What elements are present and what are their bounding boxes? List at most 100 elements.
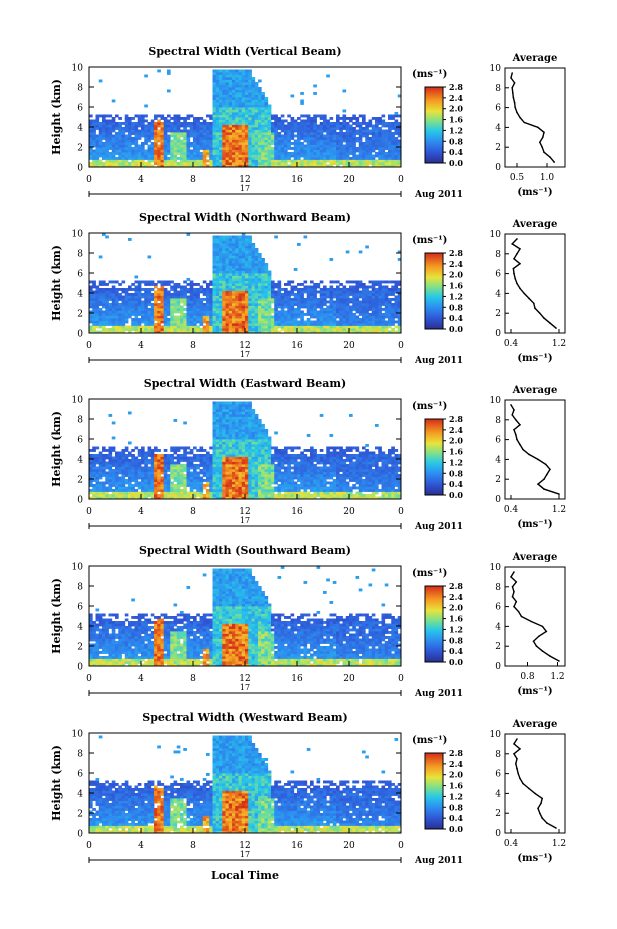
- heatmap-cell: [339, 159, 343, 163]
- heatmap-cell: [384, 313, 389, 316]
- heatmap-cell: [300, 99, 304, 103]
- heatmap-cell: [98, 308, 103, 311]
- heatmap-cell: [345, 320, 350, 324]
- heatmap-cell: [134, 295, 139, 299]
- heatmap-cell: [329, 164, 334, 168]
- heatmap-cell: [202, 318, 207, 321]
- heatmap-cell: [215, 268, 220, 271]
- heatmap-cell: [92, 313, 96, 316]
- panel-title: Spectral Width (Vertical Beam): [148, 45, 341, 58]
- heatmap-cell: [345, 162, 350, 165]
- heatmap-cell: [245, 69, 249, 73]
- heatmap-cell: [274, 124, 278, 128]
- heatmap-cell: [115, 157, 119, 160]
- heatmap-cell: [180, 310, 184, 314]
- colorbar-tick-label: 0.0: [449, 158, 463, 168]
- heatmap-cell: [303, 162, 308, 165]
- heatmap-cell: [170, 300, 174, 304]
- heatmap-cell: [352, 320, 356, 324]
- heatmap-cell: [254, 328, 259, 331]
- heatmap-cell: [154, 149, 158, 153]
- heatmap-cell: [209, 122, 213, 125]
- heatmap-cell: [180, 295, 184, 299]
- heatmap-cell: [241, 122, 246, 125]
- heatmap-cell: [358, 162, 363, 165]
- heatmap-cell: [219, 300, 223, 304]
- heatmap-cell: [170, 474, 174, 477]
- heatmap-cell: [131, 449, 135, 452]
- heatmap-cell: [196, 122, 200, 125]
- heatmap-cell: [375, 295, 379, 299]
- heatmap-cell: [141, 152, 145, 155]
- heatmap-cell: [163, 454, 168, 457]
- heatmap-cell: [358, 305, 363, 309]
- heatmap-cell: [323, 149, 327, 153]
- heatmap-cell: [310, 315, 314, 319]
- heatmap-cell: [313, 122, 317, 125]
- heatmap-cell: [245, 278, 249, 281]
- heatmap-cell: [131, 456, 135, 460]
- heatmap-cell: [209, 290, 213, 294]
- heatmap-cell: [173, 469, 178, 472]
- heatmap-cell: [170, 122, 174, 125]
- heatmap-cell: [297, 288, 301, 291]
- heatmap-cell: [157, 486, 161, 490]
- heatmap-cell: [98, 330, 103, 334]
- heatmap-cell: [199, 147, 204, 150]
- heatmap-cell: [92, 129, 96, 133]
- heatmap-cell: [124, 127, 129, 130]
- heatmap-cell: [222, 283, 226, 286]
- heatmap-cell: [212, 134, 217, 138]
- heatmap-cell: [180, 313, 184, 316]
- heatmap-cell: [186, 290, 191, 294]
- heatmap-cell: [92, 290, 96, 294]
- heatmap-cell: [306, 137, 311, 140]
- heatmap-cell: [391, 139, 395, 143]
- heatmap-cell: [128, 139, 132, 143]
- heatmap-cell: [284, 142, 288, 145]
- heatmap-cell: [196, 283, 200, 286]
- heatmap-cell: [115, 149, 119, 153]
- heatmap-cell: [355, 328, 360, 331]
- heatmap-cell: [183, 124, 187, 128]
- heatmap-cell: [245, 122, 249, 125]
- heatmap-cell: [212, 147, 217, 150]
- heatmap-cell: [186, 484, 191, 487]
- heatmap-cell: [102, 454, 106, 457]
- heatmap-cell: [212, 82, 217, 85]
- heatmap-cell: [121, 298, 126, 301]
- heatmap-cell: [280, 162, 285, 165]
- heatmap-cell: [124, 496, 129, 500]
- heatmap-cell: [391, 154, 395, 158]
- heatmap-cell: [342, 288, 347, 291]
- heatmap-cell: [235, 243, 239, 246]
- heatmap-cell: [95, 124, 100, 128]
- heatmap-cell: [391, 164, 395, 168]
- heatmap-cell: [160, 152, 165, 155]
- heatmap-cell: [206, 288, 210, 291]
- heatmap-cell: [128, 127, 132, 130]
- heatmap-cell: [163, 305, 168, 309]
- heatmap-cell: [131, 124, 135, 128]
- heatmap-cell: [349, 290, 353, 294]
- heatmap-cell: [326, 154, 330, 158]
- heatmap-cell: [147, 147, 152, 150]
- heatmap-cell: [124, 464, 129, 467]
- heatmap-cell: [92, 323, 96, 326]
- heatmap-cell: [258, 164, 262, 168]
- heatmap-cell: [124, 142, 129, 145]
- heatmap-cell: [150, 159, 155, 163]
- heatmap-cell: [173, 489, 178, 492]
- heatmap-cell: [102, 152, 106, 155]
- heatmap-cell: [134, 285, 139, 289]
- heatmap-cell: [326, 127, 330, 130]
- heatmap-cell: [378, 298, 382, 301]
- heatmap-cell: [202, 315, 207, 319]
- heatmap-cell: [245, 268, 249, 271]
- heatmap-cell: [368, 152, 373, 155]
- heatmap-cell: [378, 147, 382, 150]
- heatmap-cell: [235, 323, 239, 326]
- heatmap-cell: [108, 129, 113, 133]
- heatmap-cell: [209, 142, 213, 145]
- heatmap-cell: [115, 142, 119, 145]
